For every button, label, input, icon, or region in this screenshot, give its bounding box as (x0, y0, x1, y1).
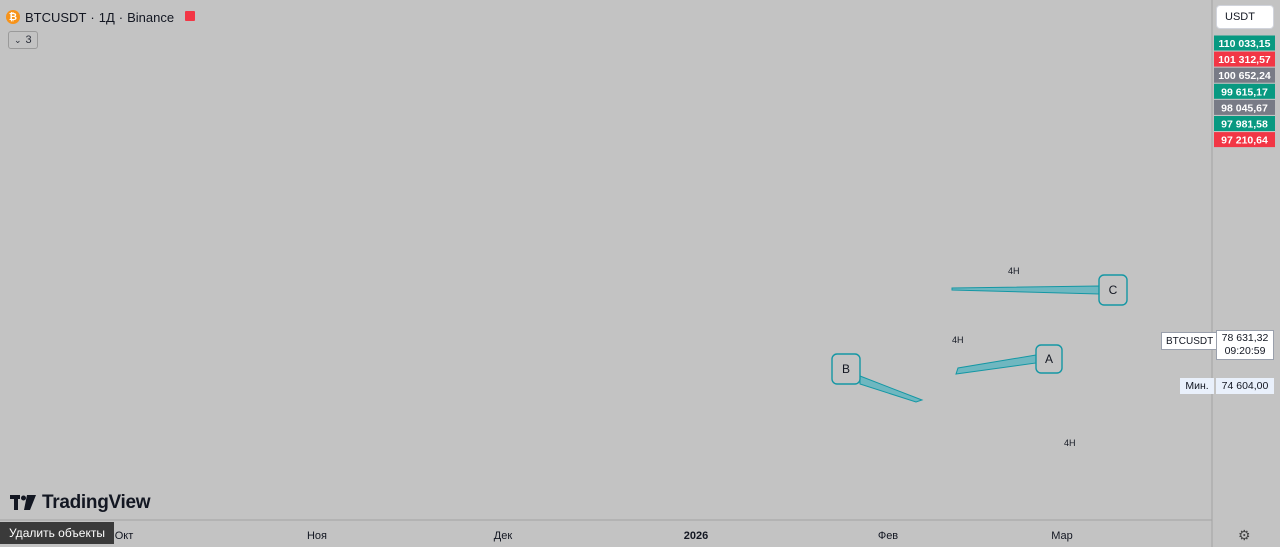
time-axis-tick: Ноя (307, 530, 327, 542)
price-tag-value: 98 045,67 (1221, 102, 1268, 114)
title-separator: · (118, 9, 124, 25)
price-tag-value: 99 615,17 (1221, 86, 1268, 98)
current-price-box: 78 631,32 09:20:59 (1216, 330, 1274, 360)
chevron-down-icon: ⌄ (14, 34, 22, 45)
price-tag-value: 97 210,64 (1221, 135, 1268, 147)
callout-box-a (1035, 344, 1063, 374)
zone-timeframe-label: 4H (1064, 438, 1076, 448)
callout-box-c (1098, 274, 1128, 306)
callout-box-b (831, 353, 861, 385)
indicator-count: 3 (25, 34, 32, 46)
currency-select[interactable]: USDT (1216, 5, 1274, 29)
price-tag-green (1214, 35, 1275, 51)
tradingview-logo: TradingView (10, 492, 151, 514)
tradingview-logo-icon (10, 495, 36, 510)
time-axis-tick: Мар (1051, 530, 1073, 542)
price-tag-value: 97 981,58 (1221, 119, 1268, 131)
alert-flag-icon (185, 11, 195, 21)
remove-objects-button[interactable]: Удалить объекты (0, 522, 114, 544)
symbol-name: BTCUSDT (25, 9, 87, 25)
bitcoin-logo-icon: ₿ (6, 10, 20, 24)
time-axis-tick: Дек (494, 530, 513, 542)
interval-label: 1Д (98, 9, 115, 25)
gear-icon[interactable]: ⚙ (1238, 527, 1251, 543)
symbol-title[interactable]: ₿ BTCUSDT · 1Д · Binance (6, 8, 174, 26)
time-axis-tick: 2026 (684, 530, 708, 542)
callout-label: C (1109, 283, 1118, 297)
zone-timeframe-label: 4H (952, 335, 964, 345)
price-tag-red (1214, 132, 1275, 148)
callout-label: B (842, 362, 850, 376)
tradingview-brand: TradingView (42, 492, 151, 513)
callout-label: A (1045, 352, 1053, 366)
currency-value: USDT (1225, 11, 1255, 23)
indicators-collapse-button[interactable]: ⌄ 3 (8, 31, 38, 49)
time-axis-tick: Окт (115, 530, 134, 542)
zone-timeframe-label: 4H (1008, 266, 1020, 276)
exchange-name: Binance (127, 9, 175, 25)
minimum-label: Мин. (1180, 378, 1214, 394)
title-separator: · (90, 9, 95, 25)
bar-countdown: 09:20:59 (1224, 345, 1266, 357)
price-tag-green (1214, 83, 1275, 99)
price-tag-value: 110 033,15 (1219, 38, 1271, 50)
price-tag-red (1214, 51, 1275, 67)
plot-area (0, 0, 1212, 520)
time-axis-tick: Фев (878, 530, 898, 542)
current-price-value: 78 631,32 (1221, 332, 1269, 344)
price-tag-grey (1214, 99, 1275, 115)
price-tag-green (1214, 116, 1275, 131)
price-tag-value: 100 652,24 (1218, 70, 1271, 82)
symbol-price-label: BTCUSDT (1161, 332, 1219, 350)
minimum-value: 74 604,00 (1216, 378, 1274, 394)
price-tag-grey (1214, 67, 1275, 83)
price-tag-value: 101 312,57 (1218, 54, 1271, 66)
